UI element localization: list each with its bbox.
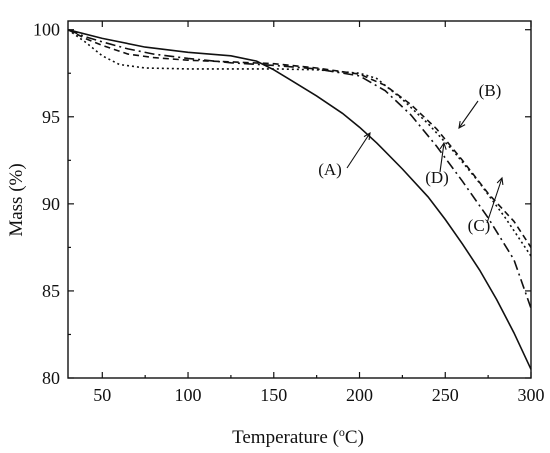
series-label: (B) <box>479 81 502 100</box>
series-line-d <box>67 29 532 257</box>
series-line-b <box>67 28 532 248</box>
arrow-head <box>363 131 371 141</box>
series-label: (D) <box>425 168 449 187</box>
y-tick-label: 90 <box>42 194 60 214</box>
y-axis: 80 85 90 95 100 <box>33 20 531 388</box>
y-tick-label: 85 <box>42 281 60 301</box>
arrow-head <box>458 121 466 130</box>
plot-area <box>67 28 532 370</box>
x-tick-label: 150 <box>260 385 287 405</box>
x-axis: 50 100 150 200 250 300 <box>93 21 545 405</box>
series-label: (A) <box>318 160 342 179</box>
y-tick-label: 80 <box>42 368 60 388</box>
y-axis-title: Mass (%) <box>6 163 27 236</box>
x-tick-label: 50 <box>93 385 111 405</box>
label-arrow <box>458 100 479 129</box>
x-tick-label: 100 <box>175 385 202 405</box>
x-tick-label: 300 <box>518 385 545 405</box>
series-line-c <box>67 28 532 309</box>
x-tick-label: 250 <box>432 385 459 405</box>
arrow-head <box>496 176 504 186</box>
label-arrow <box>439 142 445 173</box>
series-line-a <box>67 28 532 370</box>
series-labels: (A) (B) (C) (D) <box>318 81 504 235</box>
series-label: (C) <box>468 216 491 235</box>
label-arrow <box>346 132 371 169</box>
label-arrow <box>486 177 503 224</box>
arrow-head <box>439 141 447 150</box>
x-axis-title: Temperature (oC) <box>232 425 364 448</box>
x-tick-label: 200 <box>346 385 373 405</box>
plot-frame <box>67 20 532 379</box>
y-tick-label: 100 <box>33 20 60 40</box>
y-tick-label: 95 <box>42 107 60 127</box>
